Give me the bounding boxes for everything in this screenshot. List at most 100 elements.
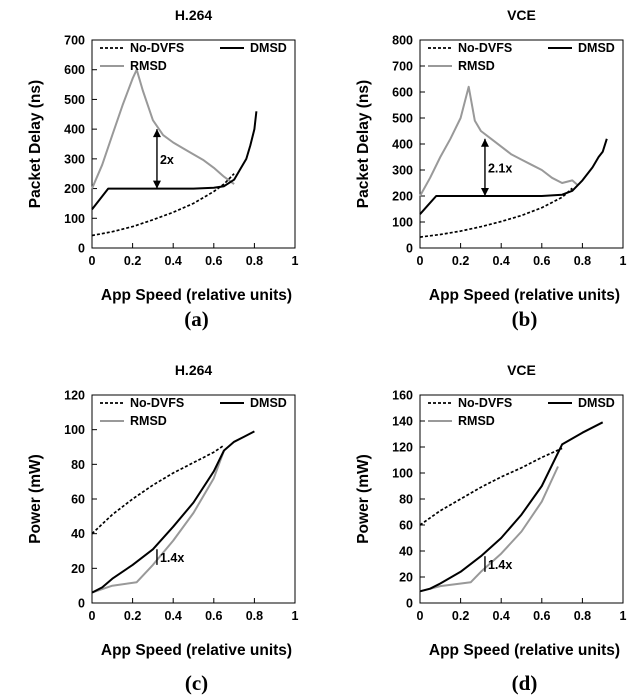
legend-label: RMSD (458, 414, 495, 428)
y-tick-label: 400 (392, 138, 413, 152)
legend-label: DMSD (250, 396, 287, 410)
x-tick-label: 0 (417, 609, 424, 623)
plot-frame (91, 39, 296, 249)
y-tick-label: 100 (392, 216, 413, 230)
legend-label: DMSD (250, 41, 287, 55)
legend-label: RMSD (130, 59, 167, 73)
plot-frame (419, 39, 624, 249)
y-tick-label: 100 (64, 212, 85, 226)
y-tick-label: 120 (392, 441, 413, 455)
x-tick-label: 1 (292, 609, 299, 623)
y-tick-label: 800 (392, 34, 413, 48)
x-tick-label: 0.6 (533, 254, 550, 268)
x-tick-label: 0.6 (533, 609, 550, 623)
panel-caption: (b) (512, 307, 538, 331)
series-line-dmsd (91, 430, 255, 594)
y-tick-label: 100 (392, 467, 413, 481)
plot-frame (419, 394, 624, 604)
series-line-rmsd (91, 450, 225, 594)
y-tick-label: 60 (399, 519, 413, 533)
x-axis-label: App Speed (relative units) (429, 287, 620, 304)
legend-label: No-DVFS (458, 41, 512, 55)
x-tick-label: 0.2 (124, 254, 141, 268)
chart-panel-2: VCE 0 100 200 300 400 500 600 700 800 0 0.2 0.4 0.6 0.… (355, 7, 627, 331)
series-line-no-dvfs (419, 447, 563, 526)
y-axis-label: Packet Delay (ns) (27, 80, 44, 208)
series-line-rmsd (419, 466, 559, 593)
series-line-rmsd (419, 85, 579, 197)
x-tick-label: 1 (620, 609, 627, 623)
y-tick-label: 0 (78, 597, 85, 611)
annotation-label: 2.1x (488, 161, 512, 175)
y-tick-label: 500 (64, 93, 85, 107)
y-tick-label: 20 (399, 571, 413, 585)
legend-label: RMSD (458, 59, 495, 73)
panel-caption: (c) (185, 671, 208, 695)
x-tick-label: 1 (292, 254, 299, 268)
x-tick-label: 0.4 (165, 609, 182, 623)
legend-label: DMSD (578, 41, 615, 55)
y-tick-label: 20 (71, 562, 85, 576)
x-tick-label: 0.6 (205, 254, 222, 268)
legend-label: DMSD (578, 396, 615, 410)
annotation-arrowhead (152, 129, 161, 138)
chart-title: VCE (507, 362, 536, 378)
panel-caption: (d) (512, 671, 538, 695)
legend-label: No-DVFS (130, 41, 184, 55)
y-tick-label: 300 (64, 152, 85, 166)
series-line-no-dvfs (91, 173, 235, 237)
y-tick-label: 60 (71, 493, 85, 507)
x-tick-label: 0 (417, 254, 424, 268)
y-tick-label: 200 (392, 190, 413, 204)
series-line-dmsd (419, 138, 608, 215)
annotation-arrowhead (480, 188, 489, 196)
annotation-arrowhead (480, 138, 489, 147)
y-tick-label: 500 (392, 112, 413, 126)
annotation-label: 2x (160, 153, 174, 167)
y-tick-label: 160 (392, 389, 413, 403)
annotation-label: 1.4x (488, 558, 512, 572)
series-line-dmsd (91, 111, 258, 211)
annotation-arrowhead (152, 180, 161, 189)
x-tick-label: 0.8 (246, 254, 263, 268)
legend-label: RMSD (130, 414, 167, 428)
x-axis-label: App Speed (relative units) (429, 642, 620, 659)
x-axis-label: App Speed (relative units) (101, 287, 292, 304)
chart-panel-4: VCE 0 20 40 60 80 100 120 140 160 0 0.2 0.4 0.6 0.8 1 Ap… (355, 362, 627, 695)
chart-panel-3: H.264 0 20 40 60 80 100 120 0 0.2 0.4 0.6 0.8 1 App Sp… (27, 362, 299, 695)
y-tick-label: 120 (64, 389, 85, 403)
x-axis-label: App Speed (relative units) (101, 642, 292, 659)
y-axis-label: Power (mW) (27, 454, 44, 544)
series-line-no-dvfs (419, 187, 573, 238)
x-tick-label: 0.6 (205, 609, 222, 623)
y-axis-label: Power (mW) (355, 454, 372, 544)
x-tick-label: 0.4 (165, 254, 182, 268)
x-tick-label: 0.8 (246, 609, 263, 623)
y-axis-label: Packet Delay (ns) (355, 80, 372, 208)
y-tick-label: 700 (392, 60, 413, 74)
x-tick-label: 0 (89, 254, 96, 268)
x-tick-label: 0.2 (452, 609, 469, 623)
x-tick-label: 0.4 (493, 254, 510, 268)
series-line-no-dvfs (91, 444, 225, 535)
y-tick-label: 700 (64, 34, 85, 48)
legend-label: No-DVFS (130, 396, 184, 410)
y-tick-label: 80 (399, 493, 413, 507)
x-tick-label: 0.2 (452, 254, 469, 268)
x-tick-label: 0.8 (574, 609, 591, 623)
chart-panel-1: H.264 0 100 200 300 400 500 600 700 0 0.2 0.4 0.6 0.8… (27, 7, 299, 331)
x-tick-label: 0 (89, 609, 96, 623)
legend-label: No-DVFS (458, 396, 512, 410)
chart-title: H.264 (175, 362, 213, 378)
y-tick-label: 140 (392, 415, 413, 429)
y-tick-label: 600 (392, 86, 413, 100)
series-line-dmsd (419, 421, 604, 593)
y-tick-label: 200 (64, 182, 85, 196)
y-tick-label: 400 (64, 123, 85, 137)
y-tick-label: 40 (71, 527, 85, 541)
x-tick-label: 0.2 (124, 609, 141, 623)
y-tick-label: 0 (406, 597, 413, 611)
x-tick-label: 0.8 (574, 254, 591, 268)
y-tick-label: 80 (71, 458, 85, 472)
